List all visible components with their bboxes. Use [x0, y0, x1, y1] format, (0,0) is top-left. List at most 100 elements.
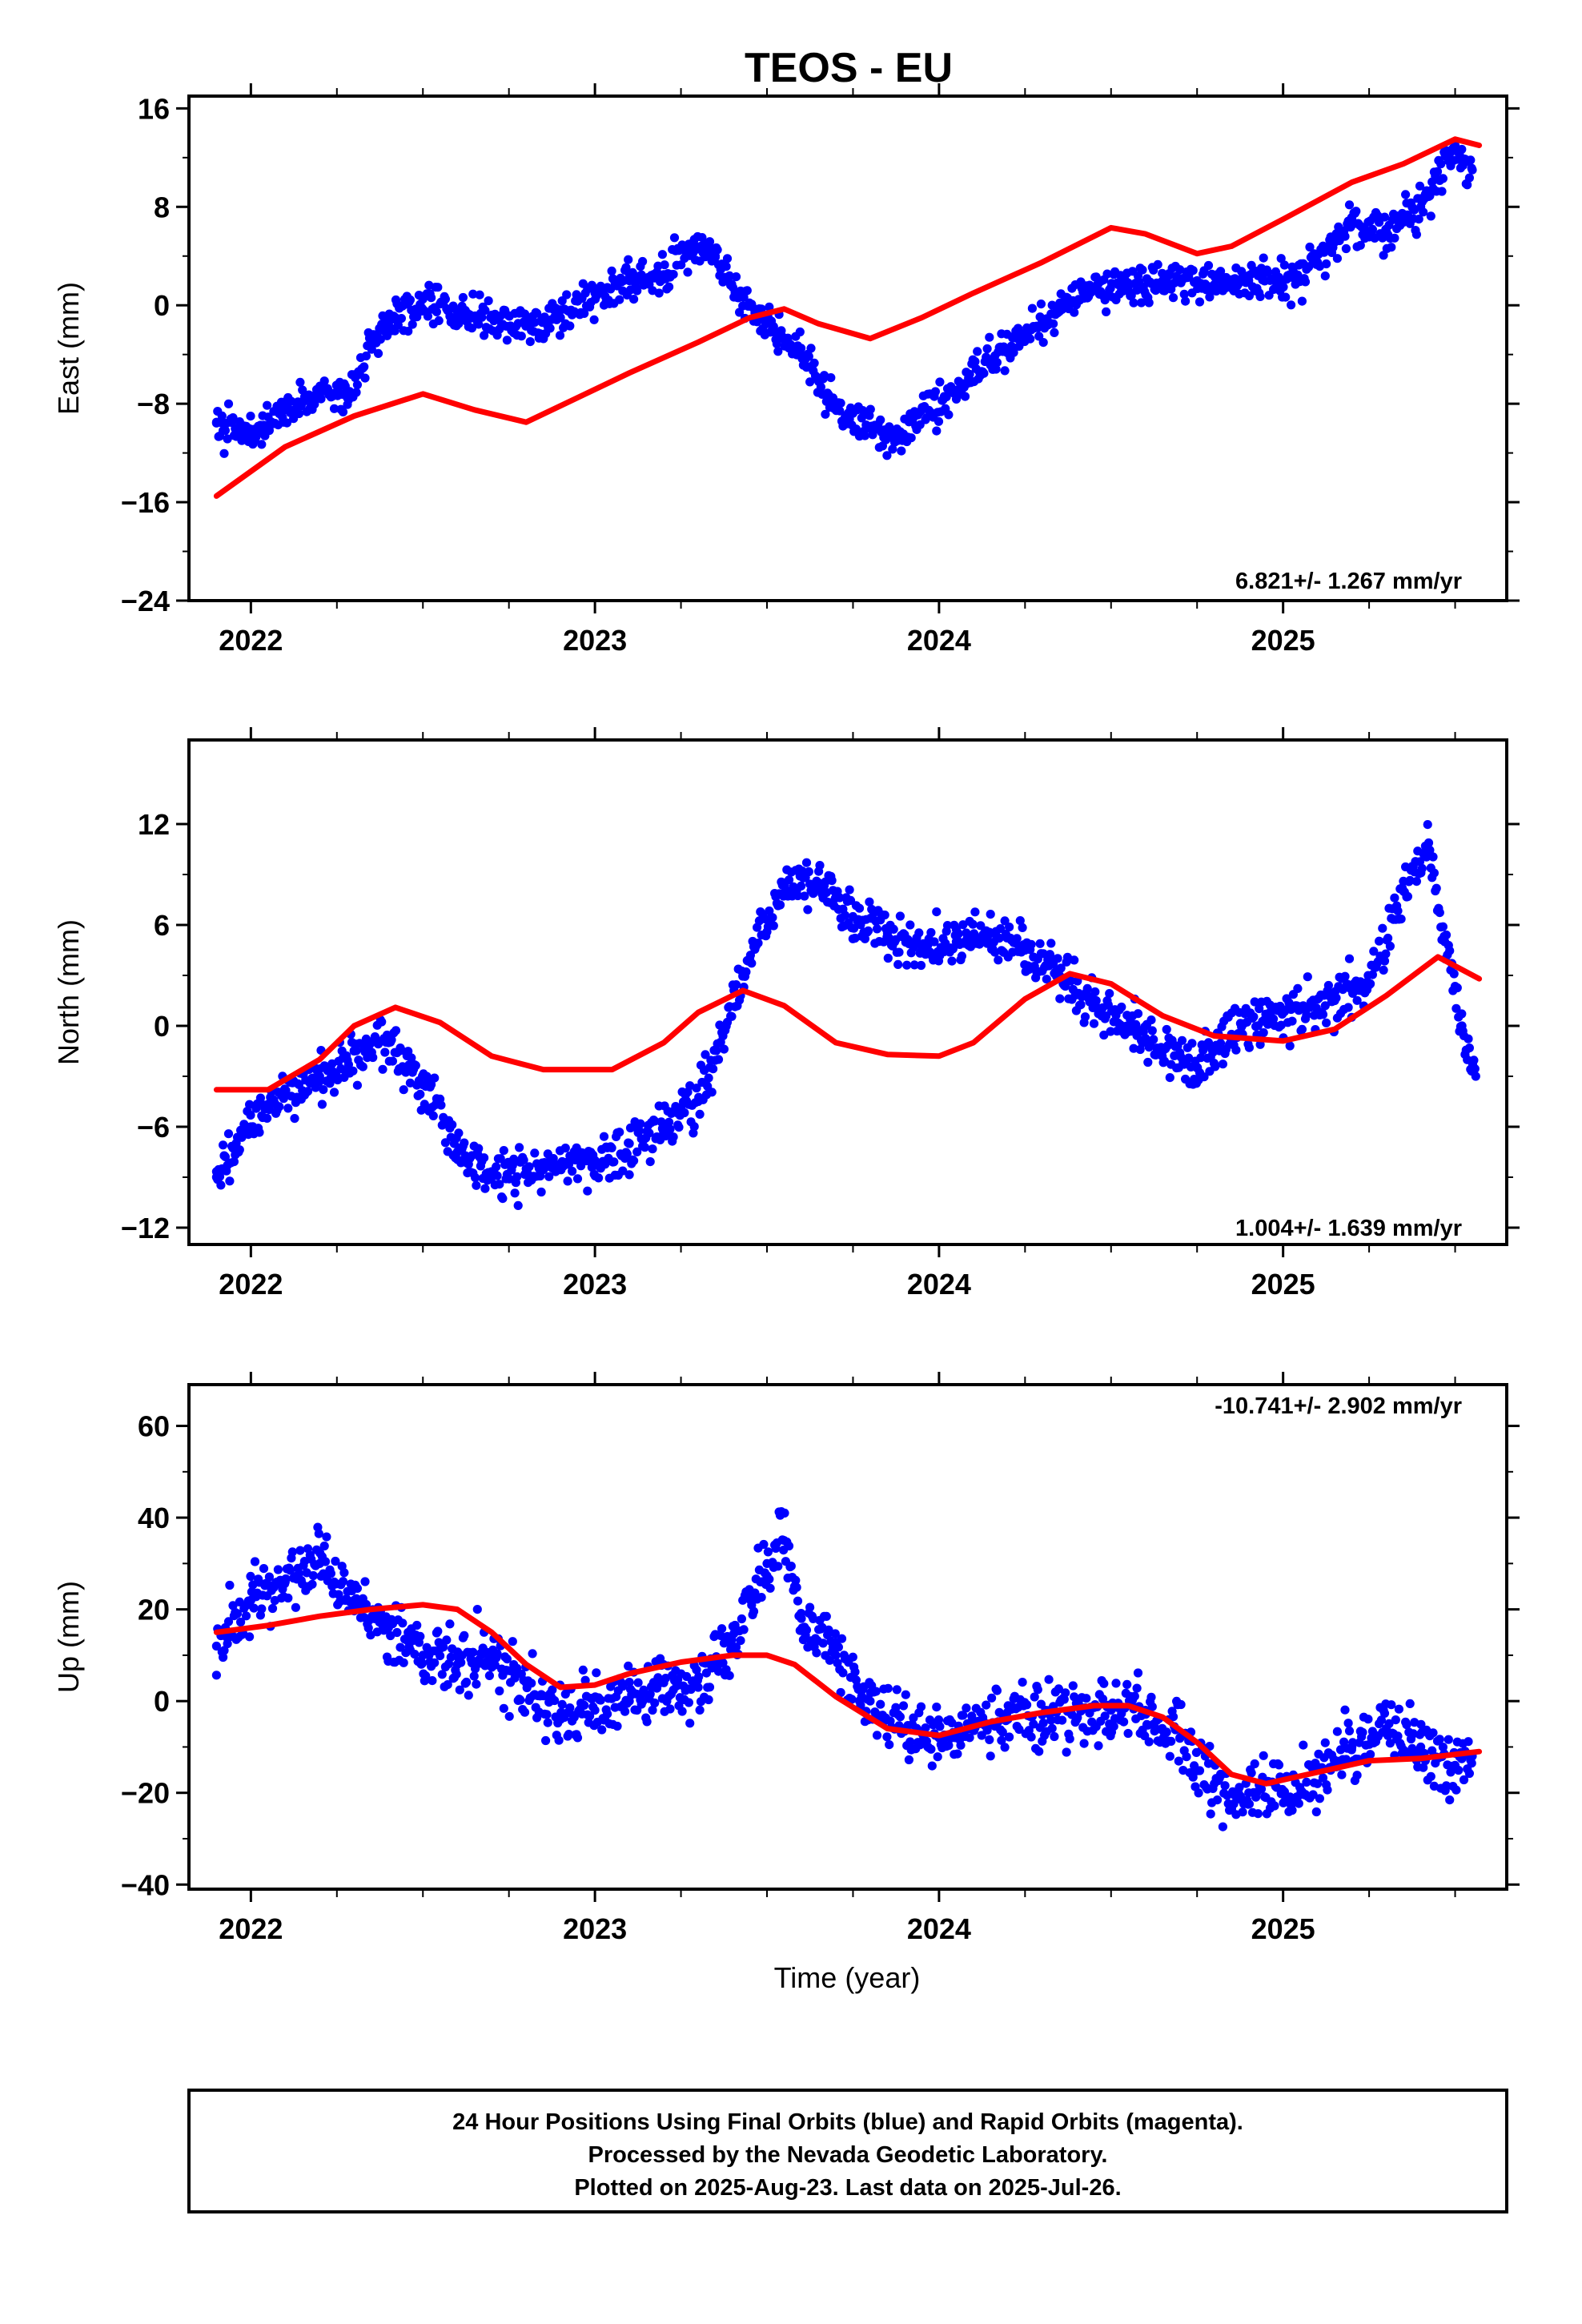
observation-point: [709, 1064, 718, 1074]
observation-point: [477, 312, 487, 322]
observation-point: [1414, 215, 1423, 224]
observation-point: [797, 1609, 806, 1618]
observation-point: [1026, 334, 1035, 344]
observation-point: [717, 1624, 727, 1634]
observation-point: [320, 1557, 331, 1566]
observation-point: [1047, 1723, 1057, 1733]
observation-point: [1383, 933, 1393, 943]
observation-point: [634, 1126, 644, 1136]
observation-point: [1281, 292, 1291, 302]
observation-point: [439, 1642, 448, 1652]
observation-point: [420, 1100, 429, 1109]
observation-point: [545, 324, 555, 333]
observation-point: [1315, 1794, 1324, 1803]
observation-point: [1046, 1715, 1056, 1725]
observation-point: [871, 1687, 881, 1696]
observation-point: [916, 960, 926, 971]
observation-point: [1033, 323, 1042, 332]
observation-point: [1379, 965, 1388, 975]
observation-point: [412, 1620, 422, 1630]
observation-point: [1427, 1746, 1437, 1755]
observation-point: [797, 344, 806, 353]
observation-point: [773, 347, 783, 356]
observation-point: [1216, 1039, 1226, 1048]
observation-point: [316, 394, 326, 404]
y-axis-label: North (mm): [52, 919, 85, 1065]
observation-point: [865, 404, 875, 414]
observation-point: [645, 1689, 655, 1699]
observation-point: [640, 1143, 650, 1152]
observation-point: [352, 1583, 362, 1593]
observation-point: [713, 1055, 724, 1064]
observation-point: [360, 1577, 370, 1586]
observation-point: [1153, 259, 1162, 269]
observation-point: [1259, 1027, 1268, 1038]
observation-point: [232, 1609, 243, 1618]
observation-point: [480, 1184, 490, 1193]
observation-point: [1416, 1719, 1426, 1729]
observation-point: [290, 1114, 299, 1124]
observation-point: [295, 1546, 305, 1555]
observation-point: [542, 1710, 552, 1719]
observation-point: [1343, 1719, 1353, 1728]
observation-point: [255, 1128, 264, 1137]
footer-box: 24 Hour Positions Using Final Orbits (bl…: [187, 2089, 1508, 2213]
observation-point: [452, 1670, 461, 1679]
observation-point: [719, 1044, 729, 1054]
observation-point: [1337, 1770, 1347, 1779]
observation-point: [930, 937, 939, 947]
observation-point: [311, 1561, 320, 1570]
observation-point: [408, 320, 417, 329]
observation-point: [1098, 1695, 1108, 1704]
y-tick-label: 8: [154, 191, 170, 223]
observation-point: [1379, 956, 1390, 966]
observation-point: [1188, 1772, 1198, 1782]
observation-point: [1417, 863, 1427, 873]
observation-point: [962, 1703, 971, 1713]
observation-point: [906, 433, 916, 443]
observation-point: [455, 1685, 464, 1695]
observation-point: [1294, 1799, 1303, 1808]
observation-point: [281, 1574, 291, 1584]
observation-point: [704, 1073, 713, 1083]
observation-point: [847, 1695, 857, 1704]
observation-point: [970, 356, 980, 367]
observation-point: [791, 1575, 801, 1585]
observation-point: [1332, 1727, 1342, 1736]
observation-point: [460, 1138, 469, 1148]
observation-point: [1042, 975, 1051, 984]
footer-frame: [187, 2089, 1508, 2213]
observation-point: [1318, 1010, 1328, 1019]
observation-point: [1206, 1809, 1215, 1819]
observation-point: [467, 324, 477, 333]
observation-point: [921, 1723, 930, 1733]
observation-point: [905, 920, 915, 930]
observation-point: [1094, 1741, 1103, 1751]
observation-point: [1070, 955, 1079, 965]
observation-point: [650, 1698, 660, 1708]
observation-point: [985, 1735, 994, 1744]
observation-point: [553, 1718, 563, 1728]
observation-point: [665, 1124, 675, 1134]
observation-point: [229, 1157, 239, 1167]
observation-point: [883, 953, 893, 963]
observation-point: [267, 1603, 278, 1614]
observation-point: [418, 1659, 428, 1668]
observation-point: [722, 254, 733, 263]
observation-point: [564, 1730, 574, 1739]
observation-point: [1141, 1034, 1150, 1043]
observation-point: [677, 1707, 687, 1716]
observation-point: [1352, 1771, 1362, 1780]
observation-point: [360, 373, 370, 383]
observation-point: [797, 881, 806, 891]
observation-point: [1320, 1738, 1330, 1747]
observation-point: [295, 377, 305, 387]
observation-point: [329, 404, 339, 413]
observation-point: [361, 351, 371, 361]
observation-point: [863, 926, 873, 935]
observation-point: [1437, 187, 1447, 196]
observation-point: [219, 1140, 228, 1150]
observation-point: [739, 1625, 749, 1634]
observation-point: [1122, 1679, 1132, 1689]
observation-point: [780, 1508, 789, 1518]
